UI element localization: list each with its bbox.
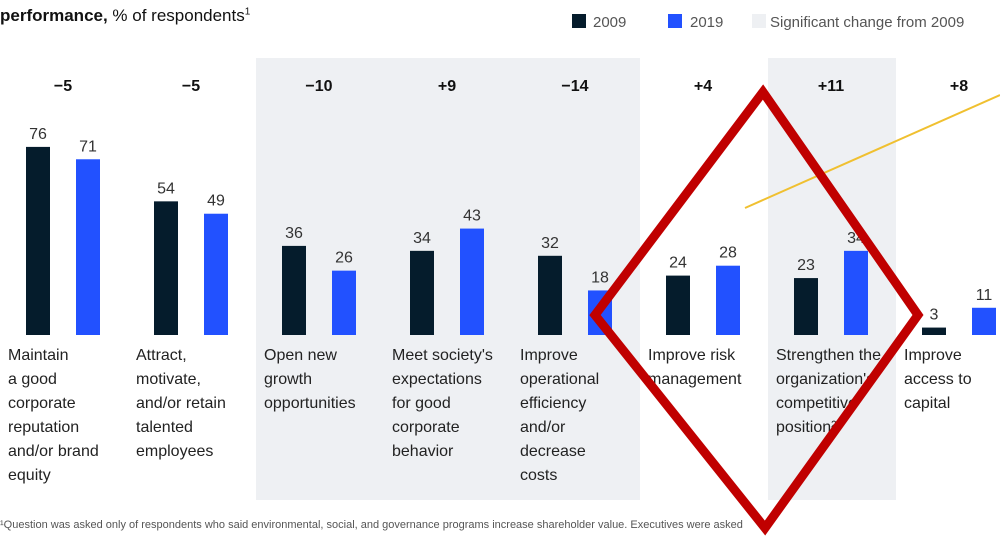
bar [588, 290, 612, 335]
value-label: 36 [285, 225, 303, 242]
change-label: −5 [182, 78, 200, 95]
change-label: +11 [818, 78, 844, 95]
bar [844, 250, 868, 335]
value-label: 26 [335, 250, 353, 267]
category-label: Meet society's expectations for good cor… [392, 347, 493, 460]
bar [204, 213, 228, 335]
change-label: −10 [305, 78, 332, 95]
legend-label: Significant change from 2009 [770, 14, 964, 31]
bar [282, 245, 306, 335]
change-label: −5 [54, 78, 72, 95]
value-label: 54 [157, 180, 175, 197]
category-label: Attract, motivate, and/or retain talente… [136, 347, 226, 460]
value-label: 11 [976, 287, 993, 304]
bar [794, 278, 818, 335]
significance-band [384, 58, 512, 500]
legend-label: 2009 [593, 14, 626, 31]
bar [26, 146, 50, 335]
significance-band [256, 58, 384, 500]
category-label: Strengthen the organization's competitiv… [776, 347, 881, 436]
bar [538, 255, 562, 335]
change-label: +9 [438, 78, 456, 95]
change-label: +8 [950, 78, 968, 95]
category-label: Maintain a good corporate reputation and… [8, 347, 99, 484]
change-label: +4 [694, 78, 712, 95]
value-label: 34 [847, 230, 865, 247]
footnote: ¹Question was asked only of respondents … [0, 519, 743, 531]
title-rest: % of respondents [107, 6, 245, 25]
bar [460, 228, 484, 335]
title-footnote-ref: 1 [244, 6, 251, 18]
value-label: 49 [207, 193, 225, 210]
category-label: Improve access to capital [904, 347, 972, 412]
category-label: Improve risk management [648, 347, 742, 388]
bar [154, 201, 178, 335]
chart-title: performance, % of respondents1 [0, 6, 250, 26]
bar [666, 275, 690, 335]
value-label: 43 [463, 208, 481, 225]
value-label: 71 [79, 138, 97, 155]
bar [972, 307, 996, 335]
legend-label: 2019 [690, 14, 723, 31]
legend-swatch [668, 14, 682, 28]
category-label: Improve operational efficiency and/or de… [520, 347, 600, 484]
category-label: Open new growth opportunities [264, 347, 356, 412]
value-label: 23 [797, 257, 815, 274]
bar [410, 250, 434, 335]
change-label: −14 [561, 78, 588, 95]
value-label: 3 [930, 307, 939, 324]
bar [922, 327, 946, 335]
value-label: 24 [669, 255, 687, 272]
bar [76, 159, 100, 335]
value-label: 28 [719, 245, 737, 262]
legend-swatch [572, 14, 586, 28]
value-label: 18 [591, 269, 609, 286]
bar [332, 270, 356, 335]
legend-swatch [752, 14, 766, 28]
value-label: 32 [541, 235, 559, 252]
value-label: 34 [413, 230, 431, 247]
title-bold: performance, [0, 6, 108, 25]
value-label: 76 [29, 126, 47, 143]
bar [716, 265, 740, 335]
